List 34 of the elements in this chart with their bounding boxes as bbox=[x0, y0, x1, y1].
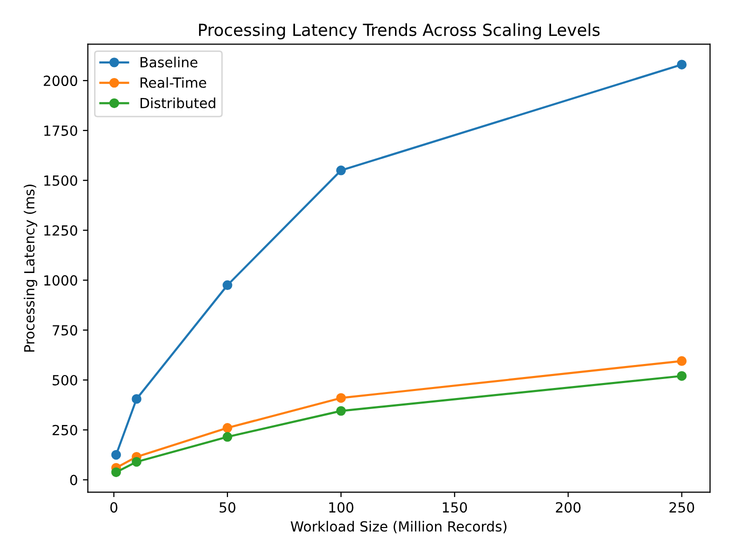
y-axis-title: Processing Latency (ms) bbox=[24, 184, 38, 352]
point bbox=[111, 467, 121, 478]
point bbox=[222, 432, 232, 442]
point bbox=[222, 280, 232, 290]
point bbox=[676, 371, 687, 381]
y-tick-label: 0 bbox=[70, 474, 78, 486]
y-tick-label: 1500 bbox=[44, 175, 78, 186]
point bbox=[132, 456, 142, 467]
x-tick-label: 0 bbox=[110, 502, 118, 513]
point bbox=[336, 166, 346, 176]
y-tick-label: 1000 bbox=[44, 275, 78, 286]
y-tick-label: 250 bbox=[52, 424, 78, 436]
point bbox=[132, 394, 142, 404]
x-axis-title: Workload Size (Million Records) bbox=[290, 520, 506, 534]
x-tick-label: 50 bbox=[220, 502, 236, 513]
chart-title: Processing Latency Trends Across Scaling Levels bbox=[199, 23, 600, 40]
point bbox=[676, 356, 687, 366]
x-tick-label: 100 bbox=[329, 502, 354, 513]
point bbox=[336, 393, 346, 403]
y-tick-label: 500 bbox=[52, 374, 78, 386]
y-tick-label: 1750 bbox=[44, 125, 78, 136]
point bbox=[676, 60, 687, 70]
point bbox=[222, 423, 232, 433]
point bbox=[336, 406, 346, 416]
legend-label: Distributed bbox=[140, 98, 216, 108]
y-tick-label: 750 bbox=[52, 325, 78, 336]
point bbox=[111, 450, 121, 460]
legend-label: Baseline bbox=[140, 56, 198, 68]
legend-label: Real-Time bbox=[140, 77, 206, 88]
x-tick-label: 200 bbox=[556, 502, 581, 513]
x-tick-label: 150 bbox=[442, 502, 467, 513]
y-tick-label: 2000 bbox=[44, 76, 78, 86]
x-tick-label: 250 bbox=[670, 502, 694, 513]
y-tick-label: 1250 bbox=[44, 225, 78, 236]
